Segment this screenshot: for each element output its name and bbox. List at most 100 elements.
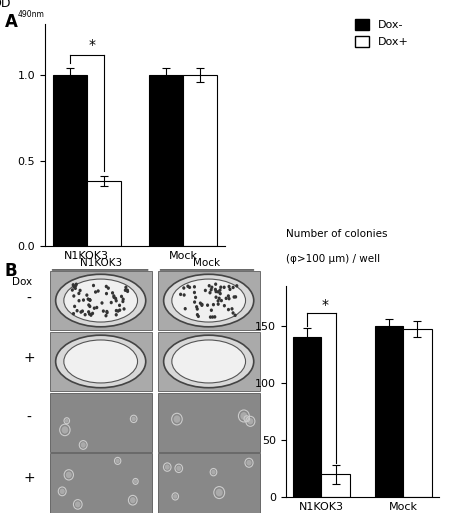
Circle shape xyxy=(126,288,129,292)
Circle shape xyxy=(215,295,218,299)
Circle shape xyxy=(122,300,125,303)
Circle shape xyxy=(62,426,68,434)
Circle shape xyxy=(75,282,78,286)
Text: N1KOK3: N1KOK3 xyxy=(80,258,122,268)
Circle shape xyxy=(231,311,234,315)
Circle shape xyxy=(91,312,94,315)
Circle shape xyxy=(122,307,126,311)
Circle shape xyxy=(94,290,97,294)
Circle shape xyxy=(124,286,127,289)
Circle shape xyxy=(212,303,215,306)
Bar xyxy=(321,475,350,497)
Circle shape xyxy=(207,284,211,287)
Circle shape xyxy=(71,288,74,292)
Circle shape xyxy=(134,479,137,484)
Circle shape xyxy=(88,298,91,302)
Ellipse shape xyxy=(64,279,138,322)
Circle shape xyxy=(88,305,91,308)
Text: (φ>100 μm) / well: (φ>100 μm) / well xyxy=(286,254,380,264)
Text: *: * xyxy=(322,298,329,312)
Bar xyxy=(403,329,432,497)
Circle shape xyxy=(124,288,127,292)
Circle shape xyxy=(206,304,209,307)
Circle shape xyxy=(111,291,114,295)
Circle shape xyxy=(105,285,108,288)
Text: +: + xyxy=(23,351,35,364)
Circle shape xyxy=(115,309,118,312)
Circle shape xyxy=(131,416,136,421)
Circle shape xyxy=(118,304,121,307)
Circle shape xyxy=(234,314,237,317)
Circle shape xyxy=(118,308,122,312)
Circle shape xyxy=(74,287,77,290)
Bar xyxy=(50,271,152,331)
Circle shape xyxy=(214,288,217,291)
Circle shape xyxy=(117,309,120,313)
Text: Mock: Mock xyxy=(194,258,220,268)
Circle shape xyxy=(88,298,91,302)
Circle shape xyxy=(130,497,135,504)
Circle shape xyxy=(213,315,216,318)
Circle shape xyxy=(75,501,81,507)
Circle shape xyxy=(199,302,202,305)
Circle shape xyxy=(74,284,77,287)
Circle shape xyxy=(102,309,105,313)
Circle shape xyxy=(104,314,108,317)
Circle shape xyxy=(79,289,82,292)
Bar xyxy=(149,75,183,246)
Circle shape xyxy=(227,308,230,312)
Circle shape xyxy=(107,286,110,290)
Circle shape xyxy=(126,289,129,293)
Ellipse shape xyxy=(172,340,246,383)
Circle shape xyxy=(235,284,239,288)
Circle shape xyxy=(196,313,199,316)
Circle shape xyxy=(234,295,237,299)
Circle shape xyxy=(76,309,79,313)
Circle shape xyxy=(110,301,113,304)
Circle shape xyxy=(79,311,82,314)
Circle shape xyxy=(219,286,222,289)
Circle shape xyxy=(215,290,218,293)
Bar xyxy=(50,453,152,513)
Circle shape xyxy=(116,459,120,463)
Circle shape xyxy=(90,313,93,317)
Circle shape xyxy=(232,286,235,289)
Circle shape xyxy=(179,293,182,296)
Circle shape xyxy=(73,305,76,308)
Circle shape xyxy=(122,297,125,301)
Circle shape xyxy=(165,464,170,470)
Circle shape xyxy=(72,285,76,289)
Circle shape xyxy=(188,286,191,289)
Bar xyxy=(87,181,121,246)
Bar xyxy=(53,75,87,246)
Circle shape xyxy=(223,304,226,307)
Circle shape xyxy=(72,294,76,298)
Text: B: B xyxy=(4,262,17,280)
Text: OD: OD xyxy=(0,0,10,10)
Circle shape xyxy=(196,307,199,311)
Circle shape xyxy=(82,298,85,302)
Text: Dox: Dox xyxy=(13,277,32,287)
Circle shape xyxy=(184,307,187,311)
Circle shape xyxy=(219,292,222,295)
Circle shape xyxy=(216,290,220,294)
Circle shape xyxy=(112,296,116,299)
Circle shape xyxy=(92,284,95,287)
Circle shape xyxy=(211,315,214,319)
Circle shape xyxy=(212,470,216,475)
Circle shape xyxy=(112,294,116,298)
Circle shape xyxy=(93,306,96,310)
Circle shape xyxy=(97,289,100,293)
Circle shape xyxy=(66,471,72,478)
Bar xyxy=(158,393,260,452)
Circle shape xyxy=(72,312,75,315)
Circle shape xyxy=(86,297,90,301)
Text: Number of colonies: Number of colonies xyxy=(286,229,387,239)
Circle shape xyxy=(106,311,109,314)
Circle shape xyxy=(195,305,198,308)
Text: *: * xyxy=(88,38,95,52)
Circle shape xyxy=(100,301,104,305)
Circle shape xyxy=(115,313,118,316)
Circle shape xyxy=(65,419,68,423)
Circle shape xyxy=(81,442,86,448)
